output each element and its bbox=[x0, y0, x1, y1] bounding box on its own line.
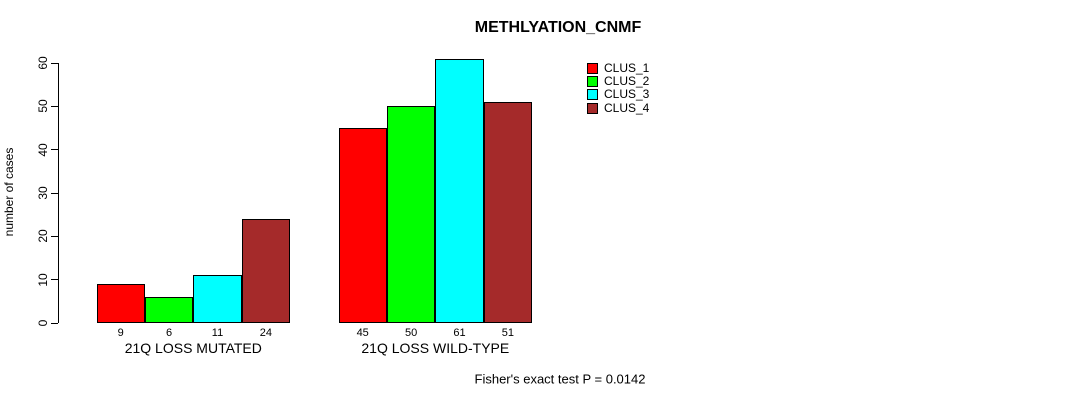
y-tick-label: 10 bbox=[36, 272, 50, 287]
legend-swatch-clus_1 bbox=[587, 63, 598, 75]
legend-item: CLUS_4 bbox=[587, 100, 650, 115]
bar-value-label: 24 bbox=[259, 327, 273, 339]
y-tick-label: 60 bbox=[36, 56, 50, 70]
bar-value-label: 45 bbox=[356, 327, 369, 339]
legend: CLUS_1 CLUS_2 CLUS_3 CLUS_4 bbox=[587, 62, 649, 115]
bar-clus_1 bbox=[338, 128, 387, 323]
bar-value-label: 9 bbox=[117, 327, 124, 339]
bar-value-label: 61 bbox=[453, 327, 466, 339]
bar-clus_4 bbox=[241, 219, 291, 323]
legend-swatch-clus_4 bbox=[587, 102, 598, 114]
legend-item: CLUS_3 bbox=[587, 88, 649, 101]
bar-clus_1 bbox=[96, 284, 145, 323]
y-tick-label: 50 bbox=[36, 99, 50, 114]
y-tick-label: 40 bbox=[36, 142, 50, 157]
y-axis-line bbox=[58, 63, 59, 323]
y-tick-label: 20 bbox=[36, 229, 50, 244]
chart-title: METHLYATION_CNMF bbox=[474, 19, 642, 36]
legend-item-label: CLUS_4 bbox=[604, 100, 650, 115]
bar-clus_2 bbox=[144, 297, 194, 323]
bar-value-label: 6 bbox=[166, 327, 173, 339]
bar-clus_4 bbox=[483, 102, 533, 323]
legend-item: CLUS_1 bbox=[587, 62, 649, 75]
y-tick bbox=[51, 235, 58, 237]
stat-annotation: Fisher's exact test P = 0.0142 bbox=[474, 371, 646, 387]
bar-clus_3 bbox=[193, 275, 242, 323]
legend-item: CLUS_2 bbox=[587, 75, 649, 88]
y-tick bbox=[51, 279, 58, 281]
bar-value-label: 11 bbox=[211, 327, 224, 339]
bar-clus_2 bbox=[386, 106, 436, 323]
y-tick bbox=[51, 105, 58, 107]
y-tick-label: 0 bbox=[36, 319, 50, 327]
x-category-label: 21Q LOSS WILD-TYPE bbox=[361, 340, 510, 356]
bar-clus_3 bbox=[435, 58, 484, 323]
y-tick-label: 30 bbox=[36, 186, 50, 200]
legend-item-label: CLUS_3 bbox=[604, 87, 650, 102]
y-tick bbox=[51, 149, 58, 151]
y-tick bbox=[51, 322, 58, 324]
legend-swatch-clus_2 bbox=[587, 76, 598, 88]
legend-item-label: CLUS_2 bbox=[604, 74, 650, 89]
x-category-label: 21Q LOSS MUTATED bbox=[124, 340, 262, 356]
bar-value-label: 51 bbox=[501, 327, 515, 339]
legend-item-label: CLUS_1 bbox=[604, 61, 650, 76]
bar-value-label: 50 bbox=[404, 327, 418, 339]
y-tick bbox=[51, 62, 58, 64]
y-tick bbox=[51, 192, 58, 194]
legend-swatch-clus_3 bbox=[587, 89, 598, 101]
